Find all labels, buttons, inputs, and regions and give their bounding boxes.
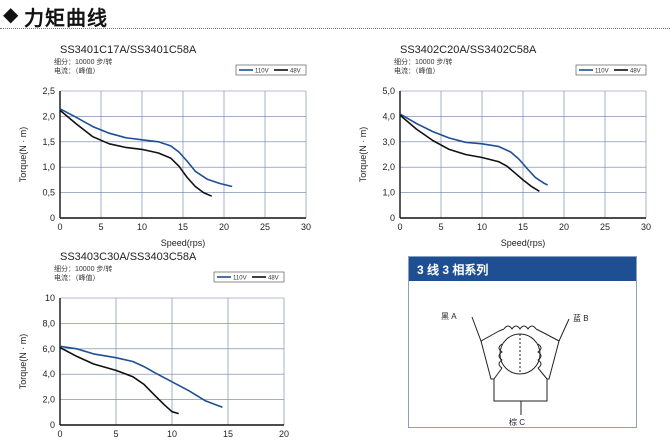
frame-left [480,340,494,380]
legend-label-48v: 48V [630,69,641,75]
y-tick-label: 1,0 [382,188,395,198]
chart-subtitle-microstep: 细分：10000 步/转 [394,57,452,66]
x-tick-label: 5 [98,222,103,232]
x-tick-label: 20 [219,222,229,232]
coil-left [498,343,503,369]
legend-box [213,271,285,283]
series-line-110v [59,108,233,188]
y-tick-label: 0 [50,213,55,223]
chart-title: SS3401C17A/SS3401C58A [60,44,197,56]
x-tick-label: 10 [137,222,147,232]
chart-ss3401: SS3401C17A/SS3401C58A 细分：10000 步/转 电流：（峰值）… [0,36,330,248]
chart-subtitle-current: 电流：（峰值） [394,66,440,75]
series-line-48v [59,109,213,197]
legend-label-110v: 110V [255,69,269,75]
y-tick-label: 10 [45,293,55,303]
y-tick-label: 5,0 [382,86,395,96]
chart-ss3402: SS3402C20A/SS3402C58A 细分：10000 步/转 电流：（峰值）… [340,36,670,248]
header-divider [0,28,670,29]
y-tick-label: 0,5 [42,188,55,198]
y-tick-label: 1,0 [42,162,55,172]
y-tick-label: 6,0 [42,344,55,354]
legend-label-110v: 110V [595,69,609,75]
y-tick-label: 4,0 [42,369,55,379]
x-tick-label: 20 [279,429,289,439]
x-tick-label: 0 [397,222,402,232]
x-tick-label: 5 [438,222,443,232]
y-tick-label: 2,0 [42,111,55,121]
y-tick-label: 2,5 [42,86,55,96]
legend-box [575,64,647,76]
y-tick-label: 2,0 [382,162,395,172]
chart-subtitle-current: 电流：（峰值） [54,66,100,75]
x-tick-label: 15 [518,222,528,232]
y-tick-label: 0 [50,420,55,430]
frame-right [547,340,560,380]
legend-label-110v: 110V [233,276,247,282]
section-title: 力矩曲线 [24,8,108,30]
chart-subtitle-microstep: 细分：10000 步/转 [54,57,112,66]
x-axis-label: Speed(rps) [501,238,546,248]
y-axis-label: Torque(N · m) [18,334,28,390]
series-line-48v [399,114,540,192]
coil-bottom-leads [493,367,548,380]
coil-top [503,325,537,330]
x-tick-label: 10 [167,429,177,439]
legend-box [235,64,307,76]
diamond-bullet-icon: ◆ [3,4,19,26]
x-tick-label: 25 [600,222,610,232]
y-tick-label: 1,5 [42,137,55,147]
chart-ss3403: SS3403C30A/SS3403C58A 细分：10000 步/转 电流：（峰值）… [0,243,330,443]
x-tick-label: 15 [178,222,188,232]
wiring-panel: 3 线 3 相系列 黑 A 蓝 B 棕 C [408,256,637,428]
series-line-110v [59,345,223,408]
legend-label-48v: 48V [290,69,301,75]
x-tick-label: 30 [641,222,651,232]
y-axis-label: Torque(N · m) [358,127,368,183]
coil-top-leads [498,328,545,334]
x-tick-label: 0 [57,222,62,232]
coil-right [537,343,542,369]
lead-a-wire [471,316,500,342]
lead-b-wire [543,318,570,342]
y-tick-label: 4,0 [382,111,395,121]
x-axis-label: Speed(rps) [161,238,206,248]
wiring-diagram: 黑 A 蓝 B 棕 C [441,312,589,427]
y-axis-label: Torque(N · m) [18,127,28,183]
lead-a-label: 黑 A [441,312,457,321]
lead-c-wire [493,379,548,402]
chart-subtitle-current: 电流：（峰值） [54,273,100,282]
wiring-panel-title: 3 线 3 相系列 [417,263,489,277]
x-tick-label: 5 [113,429,118,439]
y-tick-label: 8,0 [42,318,55,328]
section-header: ◆ 力矩曲线 [0,0,670,30]
series-line-110v [399,113,548,186]
x-tick-label: 20 [559,222,569,232]
x-tick-label: 0 [57,429,62,439]
lead-c-label: 棕 C [509,417,525,427]
lead-b-label: 蓝 B [573,313,589,323]
y-tick-label: 0 [390,213,395,223]
x-tick-label: 10 [477,222,487,232]
x-tick-label: 30 [301,222,311,232]
series-line-48v [59,346,179,415]
x-tick-label: 25 [260,222,270,232]
wiring-panel-header: 3 线 3 相系列 [409,257,636,281]
chart-title: SS3402C20A/SS3402C58A [400,44,537,56]
y-tick-label: 3,0 [382,137,395,147]
legend-label-48v: 48V [268,276,279,282]
chart-title: SS3403C30A/SS3403C58A [60,251,197,263]
chart-subtitle-microstep: 细分：10000 步/转 [54,264,112,273]
y-tick-label: 2,0 [42,395,55,405]
x-tick-label: 15 [223,429,233,439]
